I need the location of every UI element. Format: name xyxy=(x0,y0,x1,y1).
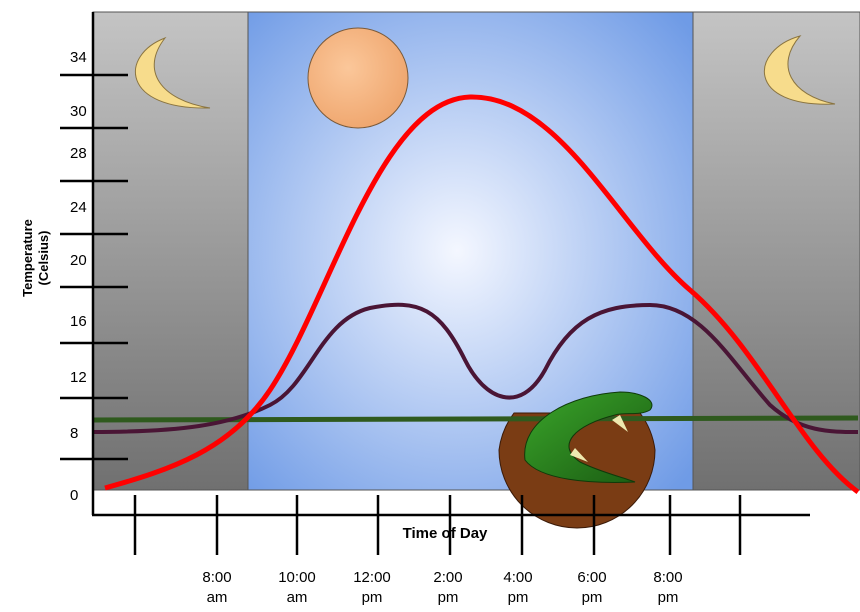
y-tick-label: 16 xyxy=(70,313,87,330)
x-tick-label: 8:00 xyxy=(653,569,682,586)
y-tick-label: 28 xyxy=(70,145,87,162)
x-tick-label: pm xyxy=(658,589,679,606)
x-tick-label: 12:00 xyxy=(353,569,391,586)
lizard xyxy=(524,391,653,483)
x-tick-label: 8:00 xyxy=(202,569,231,586)
x-axis-title: Time of Day xyxy=(403,525,488,542)
x-tick-label: 4:00 xyxy=(503,569,532,586)
lizard-temperature-line xyxy=(92,302,859,434)
y-tick-label: 8 xyxy=(70,425,78,442)
night-panel xyxy=(92,11,249,491)
x-tick-label: 10:00 xyxy=(278,569,316,586)
y-tick-label: 24 xyxy=(70,199,87,216)
sun xyxy=(307,27,409,129)
x-tick-label: pm xyxy=(582,589,603,606)
ground-temperature-line xyxy=(92,415,859,423)
x-tick-label: pm xyxy=(438,589,459,606)
air-temperature-line xyxy=(104,94,860,495)
x-tick-label: 6:00 xyxy=(577,569,606,586)
x-ticks: 8:00 am 10:00 am 12:00 pm 2:00 pm 4:00 pm 6:00 pm 8:… xyxy=(133,495,742,606)
y-axis-title-line: (Celsius) xyxy=(36,231,51,286)
y-tick-label: 34 xyxy=(70,49,87,66)
y-tick-label: 20 xyxy=(70,252,87,269)
moon xyxy=(134,36,211,109)
y-axis-title: Temperature (Celsius) xyxy=(20,219,51,297)
x-tick-label: pm xyxy=(362,589,383,606)
y-tick-label: 12 xyxy=(70,369,87,386)
x-tick-label: am xyxy=(207,589,228,606)
lizard-claws xyxy=(570,415,628,462)
x-tick-label: am xyxy=(287,589,308,606)
y-tick-label: 30 xyxy=(70,103,87,120)
y-axis-title-line: Temperature xyxy=(20,219,35,297)
y-ticks: 34 30 28 24 20 16 12 8 0 xyxy=(60,49,128,504)
x-tick-label: 2:00 xyxy=(433,569,462,586)
y-tick-label: 0 xyxy=(70,487,78,504)
moon xyxy=(763,35,836,105)
x-tick-label: pm xyxy=(508,589,529,606)
